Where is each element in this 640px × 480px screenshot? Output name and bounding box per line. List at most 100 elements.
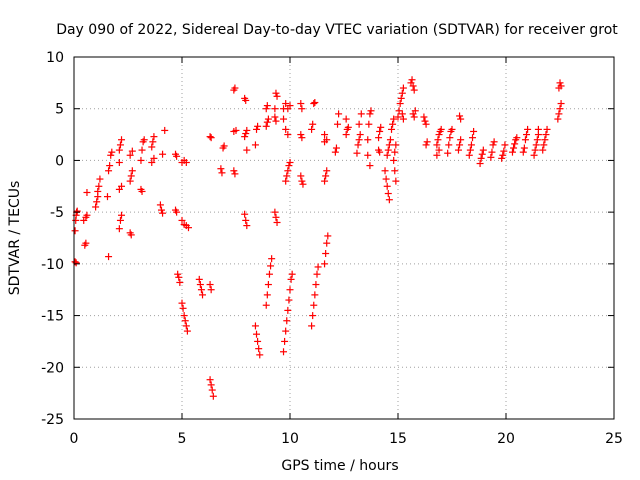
- y-tick-labels: -25 -20 -15 -10 -5 0 5 10: [41, 50, 64, 428]
- data-point: [242, 216, 250, 224]
- data-point: [396, 100, 404, 108]
- data-point: [126, 151, 134, 159]
- data-point: [556, 79, 564, 87]
- data-point: [523, 131, 531, 139]
- data-point: [174, 270, 182, 278]
- data-point: [157, 206, 165, 214]
- data-point: [391, 148, 399, 156]
- data-point: [554, 115, 562, 123]
- y-axis-label: SDTVAR / TECUs: [7, 181, 23, 296]
- data-point: [272, 117, 280, 125]
- data-point: [435, 146, 443, 154]
- data-point: [284, 131, 292, 139]
- data-point: [423, 138, 431, 146]
- data-point: [115, 225, 123, 233]
- data-point: [308, 322, 316, 330]
- data-point: [385, 141, 393, 149]
- data-point: [542, 131, 550, 139]
- data-point: [410, 86, 418, 94]
- data-point: [521, 136, 529, 144]
- data-point: [465, 151, 473, 159]
- data-point: [422, 141, 430, 149]
- data-point: [105, 253, 113, 261]
- data-point: [282, 100, 290, 108]
- data-point: [392, 177, 400, 185]
- data-point: [508, 148, 516, 156]
- data-point: [298, 105, 306, 113]
- data-point: [127, 231, 135, 239]
- data-point: [116, 141, 124, 149]
- data-point: [421, 117, 429, 125]
- data-point: [323, 167, 331, 175]
- data-point: [272, 89, 280, 97]
- x-axis-label: GPS time / hours: [281, 458, 398, 474]
- data-point: [364, 151, 372, 159]
- data-point: [243, 222, 251, 230]
- data-point: [262, 301, 270, 309]
- data-point: [173, 152, 181, 160]
- data-point: [95, 182, 103, 190]
- data-point: [355, 120, 363, 128]
- data-point: [398, 89, 406, 97]
- data-point: [435, 131, 443, 139]
- data-point: [366, 110, 374, 118]
- data-point: [298, 134, 306, 142]
- data-point: [454, 146, 462, 154]
- data-point: [115, 146, 123, 154]
- data-point: [94, 187, 102, 195]
- data-point: [314, 263, 322, 271]
- data-point: [283, 317, 291, 325]
- data-point: [399, 84, 407, 92]
- data-point: [256, 351, 264, 359]
- data-point: [511, 140, 519, 148]
- data-point: [83, 188, 91, 196]
- data-point: [395, 107, 403, 115]
- data-point: [408, 76, 416, 84]
- data-point: [265, 270, 273, 278]
- data-point: [209, 392, 217, 400]
- data-point: [282, 327, 290, 335]
- data-point: [254, 337, 262, 345]
- data-point: [388, 125, 396, 133]
- data-point: [150, 154, 158, 162]
- data-point: [540, 141, 548, 149]
- data-point: [539, 146, 547, 154]
- data-point: [253, 125, 261, 133]
- data-point: [501, 141, 509, 149]
- data-point: [284, 167, 292, 175]
- data-point: [467, 141, 475, 149]
- data-point: [531, 146, 539, 154]
- data-point: [243, 146, 251, 154]
- data-point: [273, 218, 281, 226]
- data-point: [251, 322, 259, 330]
- data-point: [557, 100, 565, 108]
- data-point: [364, 136, 372, 144]
- data-point: [271, 105, 279, 113]
- data-point: [490, 138, 498, 146]
- data-point: [273, 92, 281, 100]
- data-point: [207, 381, 215, 389]
- data-point: [533, 136, 541, 144]
- data-point: [334, 120, 342, 128]
- data-point: [478, 150, 486, 158]
- data-point: [309, 120, 317, 128]
- data-point: [118, 211, 126, 219]
- data-point: [344, 123, 352, 131]
- plot-frame: [73, 56, 615, 420]
- x-tick-labels: 0 5 10 15 20 25: [70, 431, 623, 447]
- data-point: [207, 286, 215, 294]
- data-point: [161, 126, 169, 134]
- data-point: [243, 126, 251, 134]
- data-point: [389, 120, 397, 128]
- data-point: [366, 162, 374, 170]
- data-point: [182, 322, 190, 330]
- y-tick-label: -5: [50, 205, 64, 221]
- data-point: [323, 239, 331, 247]
- data-point: [313, 270, 321, 278]
- data-point: [242, 130, 250, 138]
- data-point: [280, 348, 288, 356]
- data-point: [524, 125, 532, 133]
- data-point: [241, 210, 249, 218]
- data-point: [230, 167, 238, 175]
- data-point: [433, 151, 441, 159]
